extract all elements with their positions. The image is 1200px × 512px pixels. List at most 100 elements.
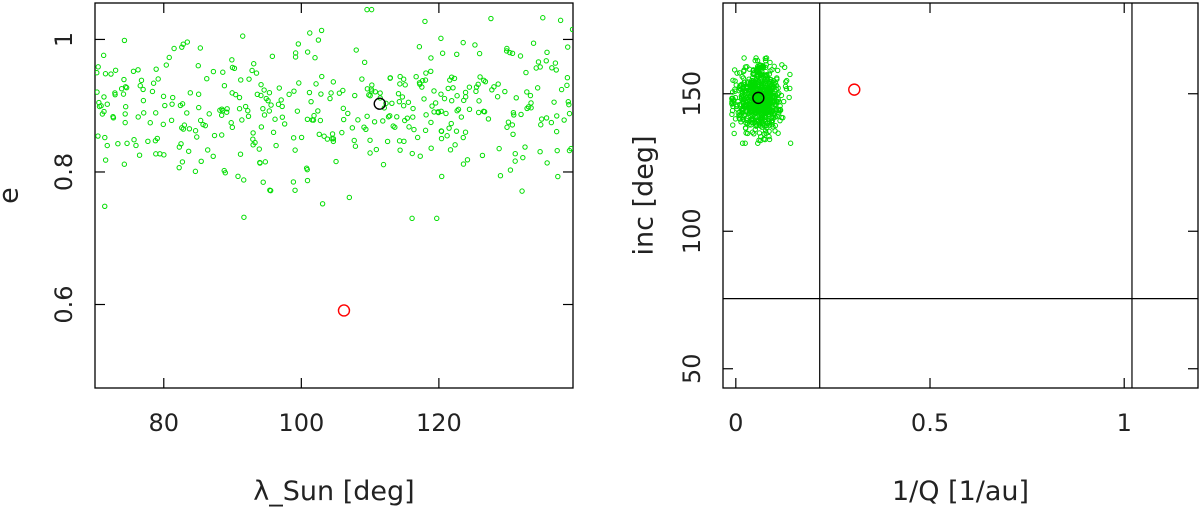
clone-point — [732, 78, 738, 84]
clone-point — [210, 153, 216, 160]
clone-point — [753, 55, 759, 61]
clone-point — [112, 90, 118, 96]
clone-point — [525, 104, 532, 110]
clone-point — [353, 47, 359, 53]
x-tick-label: 0.5 — [911, 409, 949, 437]
clone-point — [220, 69, 226, 75]
clone-point — [473, 88, 479, 95]
clone-point — [771, 63, 777, 70]
clone-point — [438, 128, 444, 134]
clone-point — [390, 123, 396, 129]
clone-point — [363, 126, 369, 132]
clone-point — [462, 89, 469, 96]
clone-point — [491, 84, 497, 90]
clone-point — [530, 40, 537, 46]
clone-point — [241, 177, 247, 183]
clone-point — [742, 125, 749, 131]
clone-point — [204, 76, 210, 82]
clone-point — [748, 122, 754, 128]
clone-point — [733, 103, 740, 110]
clone-point — [409, 150, 415, 157]
clone-point — [330, 138, 337, 145]
clone-point — [313, 81, 319, 87]
clone-point — [401, 138, 407, 145]
clone-point — [229, 64, 236, 71]
clone-point — [304, 166, 310, 173]
clone-point — [752, 57, 758, 64]
clone-point — [318, 91, 324, 97]
clone-point — [538, 122, 544, 128]
clone-point — [741, 55, 747, 61]
clone-point — [184, 110, 190, 116]
clone-point — [413, 74, 419, 80]
clone-point — [268, 102, 274, 108]
clone-point — [729, 107, 736, 114]
clone-point — [319, 201, 326, 207]
clone-point — [438, 35, 444, 42]
clone-point — [753, 110, 760, 116]
clone-point — [131, 137, 137, 143]
plot-frame — [722, 2, 1199, 389]
clone-point — [162, 102, 168, 109]
clone-point — [766, 84, 772, 90]
clone-point — [756, 61, 762, 68]
clone-point — [787, 140, 794, 146]
clone-point — [754, 101, 761, 108]
clone-point — [260, 179, 266, 185]
clone-point — [781, 98, 787, 105]
clone-point — [520, 154, 526, 161]
clone-point — [150, 80, 157, 86]
clone-point — [476, 50, 483, 57]
clone-point — [762, 128, 769, 134]
clone-point — [351, 137, 357, 144]
clone-point — [479, 152, 486, 159]
clone-point — [210, 68, 217, 75]
clone-point — [304, 49, 311, 55]
clone-point — [743, 88, 749, 94]
clone-point — [488, 15, 494, 22]
clone-point — [396, 138, 403, 144]
clone-point — [454, 108, 460, 114]
clone-point — [772, 128, 778, 134]
clone-point — [495, 81, 501, 87]
clone-point — [272, 116, 278, 122]
clone-point — [755, 140, 761, 146]
clone-point — [319, 73, 325, 80]
clone-point — [406, 124, 412, 130]
clone-point — [315, 108, 321, 114]
clone-point — [731, 130, 737, 137]
clone-point — [240, 33, 246, 39]
clone-point — [497, 172, 504, 179]
clone-point — [266, 90, 273, 96]
clone-point — [448, 120, 454, 127]
clone-point — [197, 117, 204, 124]
clone-point — [561, 117, 567, 123]
clone-point — [102, 203, 108, 209]
clone-point — [121, 76, 127, 83]
clone-point — [774, 99, 780, 105]
clone-point — [108, 71, 114, 77]
clone-point — [409, 215, 415, 222]
clone-point — [496, 145, 502, 152]
clone-point — [389, 100, 395, 106]
clone-point — [565, 44, 571, 50]
clone-point — [292, 187, 298, 193]
clone-point — [438, 91, 444, 97]
clone-point — [455, 106, 462, 113]
clone-point — [397, 81, 403, 87]
clone-point — [447, 147, 454, 153]
clone-point — [544, 49, 550, 56]
clone-point — [228, 120, 234, 126]
clone-point — [349, 125, 356, 131]
clone-point — [776, 90, 782, 96]
clone-point — [179, 159, 186, 165]
clone-point — [538, 116, 545, 122]
clone-point — [565, 99, 571, 105]
clone-point — [163, 62, 170, 68]
clone-point — [554, 147, 560, 154]
clone-point — [298, 134, 305, 141]
clone-point — [330, 79, 337, 85]
clone-point — [136, 152, 143, 158]
clone-point — [160, 93, 167, 100]
clone-point — [729, 111, 735, 118]
